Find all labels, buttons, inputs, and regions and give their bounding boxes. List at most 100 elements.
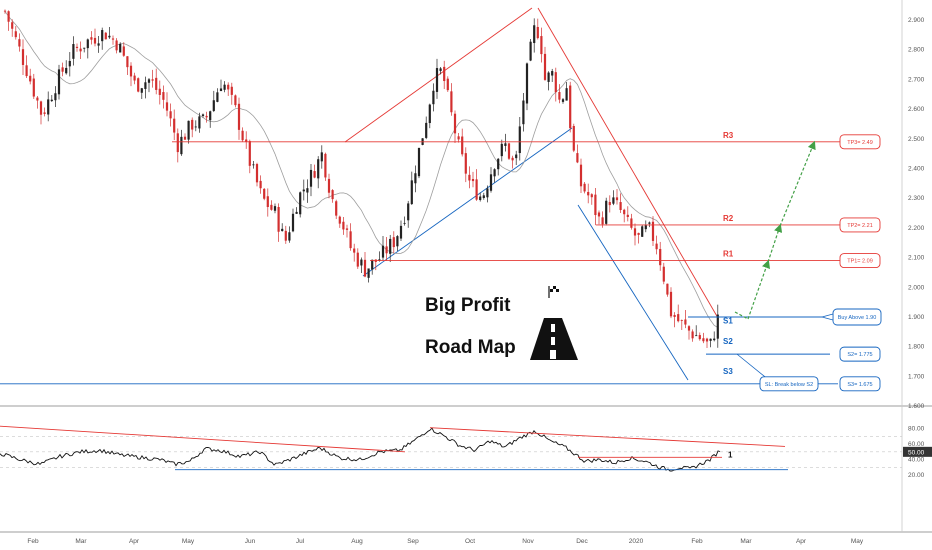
buy-callout: Buy Above 1.90: [832, 308, 882, 326]
candle: [507, 142, 511, 161]
channel-lower-line: [362, 127, 573, 277]
candle-body: [43, 112, 46, 114]
candle-body: [291, 213, 295, 232]
candle-body: [680, 320, 683, 321]
candle-body: [72, 44, 75, 59]
rsi-current-value: 50.00: [908, 449, 925, 456]
candle-body: [223, 84, 226, 90]
candle-body: [475, 179, 478, 200]
candle: [68, 52, 71, 77]
candle: [97, 36, 100, 53]
candle: [21, 39, 25, 76]
candle-body: [572, 125, 575, 151]
candle: [471, 171, 475, 188]
candle-body: [21, 49, 25, 65]
candle-body: [237, 103, 241, 130]
candle: [698, 332, 701, 341]
candle-body: [576, 153, 579, 163]
candle: [453, 110, 457, 143]
candle: [90, 31, 93, 45]
candle: [705, 337, 709, 349]
candle-body: [277, 207, 280, 232]
candle-body: [547, 72, 550, 82]
candle-body: [497, 158, 500, 170]
sl-callout-pointer: [736, 353, 766, 378]
price-tick-label: 2.000: [908, 284, 925, 291]
rsi-tick-label: 20.00: [908, 472, 925, 479]
candle-body: [605, 200, 608, 224]
candle-body: [457, 136, 460, 140]
candle-body: [234, 95, 237, 106]
candle-body: [504, 143, 507, 146]
candle: [72, 36, 75, 66]
candle-body: [529, 41, 532, 61]
candle: [25, 55, 28, 79]
candle-body: [399, 225, 403, 239]
candle-body: [284, 230, 287, 241]
candle: [349, 223, 352, 251]
candle: [399, 220, 403, 242]
candle-body: [425, 122, 428, 138]
candle: [522, 93, 525, 132]
candle-body: [176, 133, 179, 153]
candle: [673, 312, 676, 328]
candle: [547, 71, 550, 91]
candle: [414, 165, 417, 193]
candle: [608, 195, 611, 213]
candle-body: [327, 178, 331, 193]
candle-body: [111, 38, 115, 40]
candle: [389, 234, 392, 263]
candle: [194, 120, 197, 132]
candle-body: [461, 136, 464, 155]
candle: [266, 188, 269, 217]
candle-body: [644, 225, 647, 230]
candle-body: [65, 67, 68, 74]
candle-body: [446, 78, 449, 91]
candle: [655, 235, 658, 255]
sl-callout-text: SL: Break below S2: [765, 382, 813, 388]
rsi-marker: 1: [728, 451, 733, 460]
candle: [191, 117, 194, 138]
candle: [165, 92, 169, 117]
candle-body: [417, 147, 421, 177]
candle: [695, 325, 698, 337]
candle-body: [241, 130, 244, 141]
month-label: Sep: [407, 538, 419, 545]
downtrend-resistance: [537, 7, 719, 319]
candle: [633, 223, 637, 246]
candle: [702, 332, 705, 344]
tp2-callout-frame: [839, 217, 881, 233]
candle: [381, 236, 385, 260]
candle: [234, 94, 237, 108]
candle-body: [709, 338, 712, 341]
price-tick-label: 2.700: [908, 76, 925, 83]
candle: [101, 27, 104, 50]
candle: [75, 43, 79, 52]
target-arrow-segment: [767, 223, 783, 263]
candle-body: [101, 30, 104, 42]
candle: [169, 103, 172, 127]
rsi-line: [0, 427, 721, 472]
candle-body: [360, 259, 363, 266]
candle: [371, 259, 374, 275]
candle-body: [702, 338, 705, 342]
tp3-callout-frame: [839, 134, 881, 150]
price-tick-label: 1.900: [908, 314, 925, 321]
candle-body: [633, 228, 637, 236]
candle-body: [389, 238, 392, 254]
candle-body: [255, 164, 259, 183]
s3-callout-frame: [839, 376, 881, 392]
candle: [515, 150, 518, 165]
candle: [367, 268, 370, 283]
rsi-tick-label: 60.00: [908, 441, 925, 448]
candle-body: [511, 157, 514, 161]
candle: [313, 164, 316, 179]
candle-body: [299, 192, 302, 215]
candle-body: [666, 283, 669, 295]
s3-callout-text: S3= 1.675: [847, 382, 872, 388]
candle: [565, 82, 568, 101]
candle: [32, 73, 35, 99]
candle: [605, 197, 608, 226]
candle-body: [648, 222, 651, 224]
